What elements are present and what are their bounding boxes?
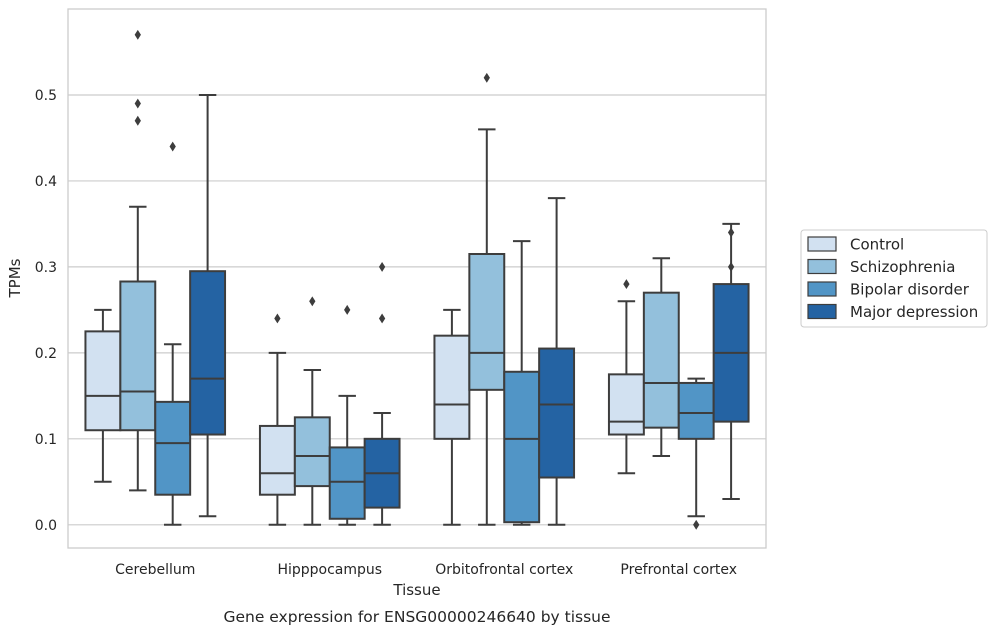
x-tick-labels: Cerebellum Hipppocampus Orbitofrontal cort…	[115, 562, 737, 578]
outlier-point	[134, 115, 141, 126]
box-body	[84, 330, 122, 432]
box-body	[468, 253, 506, 391]
box-4-2	[363, 261, 401, 526]
legend-label: Major depression	[850, 303, 978, 321]
box-3-2	[328, 304, 366, 526]
box-body	[328, 446, 366, 520]
legend-swatch	[807, 258, 837, 275]
y-tick-label: 0.3	[35, 260, 57, 276]
box-4-1	[189, 93, 227, 518]
y-axis-label: TPMs	[6, 258, 24, 298]
box-body	[154, 400, 192, 496]
outlier-point	[727, 261, 735, 272]
box-2-1	[119, 29, 157, 492]
box-2-3	[468, 72, 506, 526]
box-body	[607, 373, 645, 436]
box-body	[433, 334, 471, 440]
outlier-point	[134, 29, 141, 40]
legend-swatch	[807, 236, 837, 252]
outlier-point	[344, 304, 351, 315]
x-tick-label: Cerebellum	[115, 562, 195, 578]
box-1-3	[433, 308, 471, 526]
box-2-4	[642, 257, 680, 458]
x-tick-label: Orbitofrontal cortex	[435, 562, 573, 578]
y-tick-label: 0.5	[35, 88, 57, 104]
box-body	[119, 280, 157, 432]
outlier-point	[623, 279, 630, 290]
y-tick-label: 0.2	[35, 346, 57, 362]
box-body	[642, 291, 680, 429]
box-4-3	[538, 197, 576, 526]
box-body	[258, 424, 296, 496]
outlier-point	[378, 261, 386, 272]
legend-label: Bipolar disorder	[850, 281, 970, 299]
boxes-layer	[84, 29, 750, 530]
legend-swatch	[807, 281, 837, 297]
outlier-point	[169, 141, 176, 152]
x-axis-label: Tissue	[392, 581, 440, 599]
outlier-point	[693, 519, 700, 530]
box-1-2	[258, 313, 296, 526]
x-tick-label: Hipppocampus	[277, 562, 382, 578]
legend-label: Control	[850, 236, 904, 254]
legend-frame	[800, 229, 988, 328]
box-1-1	[84, 308, 122, 483]
y-tick-label: 0.1	[35, 432, 57, 448]
box-2-2	[293, 296, 331, 526]
outlier-point	[309, 296, 316, 307]
box-1-4	[607, 279, 645, 475]
y-tick-labels: 0.0 0.1 0.2 0.3 0.4 0.5	[35, 88, 57, 534]
box-body	[677, 381, 715, 440]
box-body	[503, 370, 541, 524]
box-3-1	[154, 141, 192, 526]
box-4-4	[712, 222, 750, 500]
chart-caption: Gene expression for ENSG00000246640 by t…	[223, 608, 610, 626]
x-tick-label: Prefrontal cortex	[620, 562, 737, 578]
outlier-point	[483, 72, 490, 83]
box-3-3	[503, 240, 541, 526]
legend: Control Schizophrenia Bipolar disorder Majo…	[800, 229, 988, 328]
legend-label: Schizophrenia	[850, 258, 955, 276]
box-body	[293, 416, 331, 488]
y-tick-label: 0.0	[35, 518, 57, 534]
outlier-point	[274, 313, 281, 324]
outlier-point	[727, 227, 735, 238]
box-body	[189, 270, 227, 436]
box-3-4	[677, 377, 715, 530]
y-tick-label: 0.4	[35, 174, 57, 190]
box-body	[538, 347, 576, 479]
legend-swatch	[807, 303, 837, 320]
outlier-point	[134, 98, 141, 109]
plot-frame	[67, 8, 767, 549]
outlier-point	[378, 313, 386, 324]
